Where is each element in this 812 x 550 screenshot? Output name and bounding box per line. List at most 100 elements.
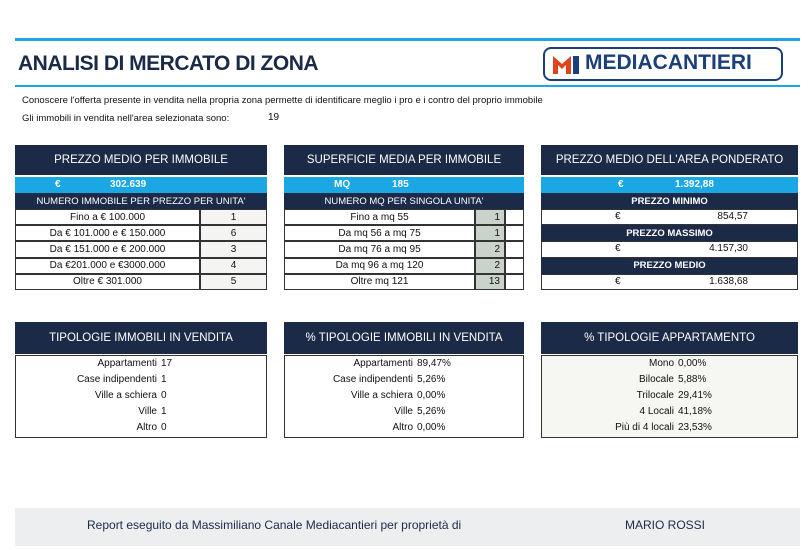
row-label: Più di 4 locali (615, 422, 674, 433)
row-value: 4 (200, 257, 267, 274)
row-label: Case indipendenti (76, 374, 157, 385)
row-label: Altro (392, 422, 413, 433)
panel-title: PREZZO MEDIO PER IMMOBILE (15, 145, 267, 175)
row-label: Bilocale (638, 374, 674, 385)
row-value: 29,41% (678, 390, 712, 401)
row-value: 0 (161, 390, 167, 401)
top-rule (15, 38, 800, 41)
row-value: 5,26% (417, 406, 446, 417)
block-unit: € (615, 243, 621, 255)
count: 19 (268, 112, 280, 123)
row-value: 23,53% (678, 422, 712, 433)
footer-text: Report eseguito da Massimiliano Canale M… (87, 518, 462, 532)
row-value: 5 (200, 273, 267, 290)
panel-subtitle: NUMERO IMMOBILE PER PREZZO PER UNITA' (15, 193, 267, 209)
row-pad (505, 209, 524, 226)
row-pad (505, 257, 524, 274)
block-value: 854,57 (717, 211, 748, 222)
row-label: Fino a € 100.000 (15, 209, 200, 226)
row-label: Altro (136, 422, 157, 433)
block-row (541, 241, 798, 258)
row-value: 5,88% (678, 374, 707, 385)
row-label: Ville a schiera (350, 390, 413, 401)
summary-unit: € (55, 179, 61, 190)
row-label: Ville (394, 406, 413, 417)
row-value: 0,00% (678, 358, 707, 369)
block-title: PREZZO MEDIO (541, 257, 798, 274)
summary-value: 1.392,88 (675, 179, 714, 190)
block-value: 4.157,30 (709, 243, 748, 255)
row-value: 13 (475, 273, 505, 290)
logo-text: MEDIACANTIERI (585, 51, 752, 74)
row-label: Trilocale (636, 390, 674, 401)
row-label: Da mq 96 a mq 120 (284, 257, 475, 274)
row-label: Da € 151.000 e € 200.000 (15, 241, 200, 258)
row-label: 4 Locali (639, 406, 674, 417)
row-value: 1 (161, 406, 167, 417)
rule (15, 85, 800, 87)
row-pad (505, 273, 524, 290)
row-pad (505, 225, 524, 242)
row-value: 0 (161, 422, 167, 433)
row-value: 1 (200, 209, 267, 226)
row-value: 5,26% (417, 374, 446, 385)
summary-unit: MQ (334, 179, 351, 190)
intro: Conoscere l'offerta presente in vendita … (22, 95, 543, 106)
row-label: Mono (648, 358, 674, 369)
panel-subtitle: NUMERO MQ PER SINGOLA UNITA' (284, 193, 524, 209)
row-value: 2 (475, 257, 505, 274)
row-label: Appartamenti (97, 358, 157, 369)
panel-title: % TIPOLOGIE APPARTAMENTO (541, 322, 798, 354)
row-value: 89,47% (417, 358, 451, 369)
row-label: Da mq 56 a mq 75 (284, 225, 475, 242)
row-label: Fino a mq 55 (284, 209, 475, 226)
footer-owner: MARIO ROSSI (625, 518, 706, 532)
panel-body (541, 355, 798, 438)
panel-title: TIPOLOGIE IMMOBILI IN VENDITA (15, 322, 267, 354)
logo: MEDIACANTIERI (543, 47, 783, 81)
row-label: Ville a schiera (94, 390, 157, 401)
row-pad (505, 241, 524, 258)
block-title: PREZZO MINIMO (541, 193, 798, 209)
summary-row (284, 177, 524, 193)
summary-unit: € (618, 179, 624, 190)
count-label: Gli immobili in vendita nell'area selezi… (22, 113, 230, 124)
row-value: 6 (200, 225, 267, 242)
summary-row (15, 177, 267, 193)
panel-body (15, 355, 267, 438)
block-unit: € (615, 211, 621, 222)
row-value: 1 (475, 225, 505, 242)
title: ANALISI DI MERCATO DI ZONA (18, 52, 319, 75)
row-value: 3 (200, 241, 267, 258)
row-label: Oltre € 301.000 (15, 273, 200, 290)
row-label: Oltre mq 121 (284, 273, 475, 290)
panel-title: SUPERFICIE MEDIA PER IMMOBILE (284, 145, 524, 175)
row-value: 0,00% (417, 422, 446, 433)
panel-title: PREZZO MEDIO DELL'AREA PONDERATO (541, 145, 798, 175)
row-label: Case indipendenti (332, 374, 413, 385)
row-value: 1 (475, 209, 505, 226)
row-label: Da € 101.000 e € 150.000 (15, 225, 200, 242)
footer: Report eseguito da Massimiliano Canale M… (15, 508, 800, 546)
block-title: PREZZO MASSIMO (541, 225, 798, 242)
block-unit: € (615, 275, 621, 287)
block-value: 1.638,68 (709, 275, 748, 287)
row-value: 0,00% (417, 390, 446, 401)
row-label: Da mq 76 a mq 95 (284, 241, 475, 258)
panel-title: % TIPOLOGIE IMMOBILI IN VENDITA (284, 322, 524, 354)
row-value: 2 (475, 241, 505, 258)
row-label: Appartamenti (353, 358, 413, 369)
panel-body (284, 355, 524, 438)
summary-value: 185 (392, 179, 409, 190)
row-value: 17 (161, 358, 173, 369)
row-value: 41,18% (678, 406, 712, 417)
summary-row (541, 177, 798, 193)
row-label: Da €201.000 e €3000.000 (15, 257, 200, 274)
row-value: 1 (161, 374, 167, 385)
block-row (541, 209, 798, 226)
row-label: Ville (138, 406, 157, 417)
logo-icon (553, 56, 579, 74)
summary-value: 302.639 (110, 179, 147, 190)
block-row (541, 273, 798, 291)
